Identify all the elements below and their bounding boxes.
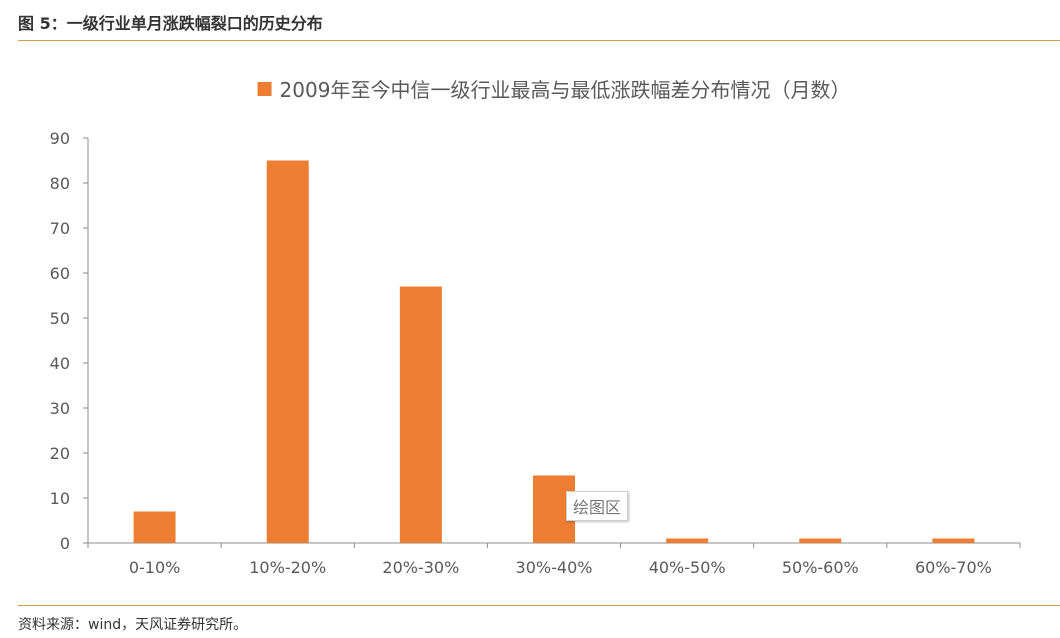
bar-chart: 2009年至今中信一级行业最高与最低涨跌幅差分布情况（月数） 0-10% 10%-…	[50, 78, 1021, 577]
y-tick-label: 80	[50, 174, 70, 193]
chart-bars	[133, 160, 975, 543]
y-tick-label: 40	[50, 354, 70, 373]
bar-10%-20%	[266, 160, 309, 543]
y-tick-label: 70	[50, 219, 70, 238]
figure-title: 图 5：一级行业单月涨跌幅裂口的历史分布	[18, 14, 323, 33]
y-tick-label: 0	[60, 534, 70, 553]
x-tick-label: 50%-60%	[782, 558, 859, 577]
bar-50%-60%	[799, 538, 842, 543]
x-tick-label: 30%-40%	[516, 558, 593, 577]
x-tick-labels: 0-10% 10%-20% 20%-30% 30%-40% 40%-50% 50%-60%…	[129, 558, 992, 577]
source-note: 资料来源：wind，天风证券研究所。	[18, 617, 248, 633]
x-tick-label: 0-10%	[129, 558, 181, 577]
y-tick-label: 90	[50, 129, 70, 148]
y-tick-labels: 0 10 20 30 40 50 60 70 80 90	[50, 129, 70, 553]
plot-area-tooltip: 绘图区	[566, 491, 629, 521]
legend-label: 2009年至今中信一级行业最高与最低涨跌幅差分布情况（月数）	[280, 78, 851, 102]
y-tick-label: 50	[50, 309, 70, 328]
bar-40%-50%	[666, 538, 709, 543]
x-tick-label: 60%-70%	[915, 558, 992, 577]
x-tick-label: 40%-50%	[649, 558, 726, 577]
bottom-rule	[18, 605, 1060, 606]
y-tick-label: 10	[50, 489, 70, 508]
bar-0-10%	[133, 511, 176, 543]
y-tick-label: 20	[50, 444, 70, 463]
y-tick-label: 30	[50, 399, 70, 418]
chart-legend: 2009年至今中信一级行业最高与最低涨跌幅差分布情况（月数）	[257, 78, 851, 102]
y-tick-label: 60	[50, 264, 70, 283]
x-tick-label: 10%-20%	[249, 558, 326, 577]
top-rule	[18, 40, 1060, 41]
bar-20%-30%	[399, 286, 442, 543]
x-tick-label: 20%-30%	[382, 558, 459, 577]
bar-60%-70%	[932, 538, 975, 543]
legend-swatch	[257, 82, 272, 96]
